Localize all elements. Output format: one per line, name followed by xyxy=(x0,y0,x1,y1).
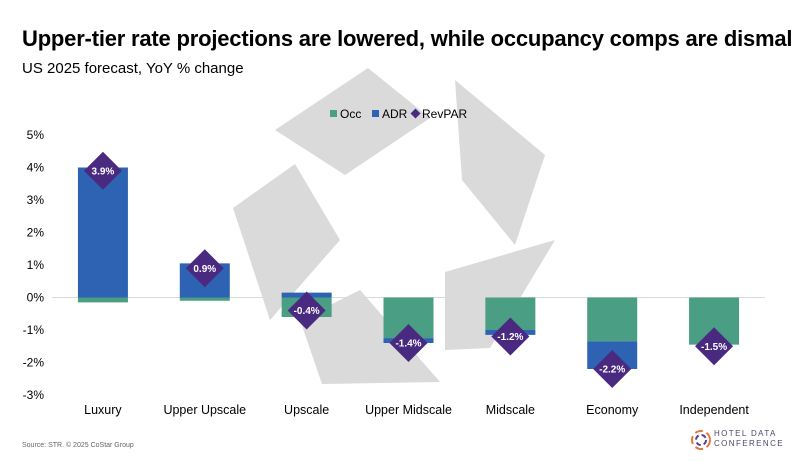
y-tick-label: -3% xyxy=(23,388,45,402)
y-tick-label: -1% xyxy=(23,323,45,337)
y-tick-label: 5% xyxy=(27,128,45,142)
y-tick-label: 1% xyxy=(27,258,45,272)
x-tick-label: Upper Midscale xyxy=(365,403,452,417)
revpar-markers: 3.9% 0.9% -0.4% -1.4% -1.2% -2.2% -1.5% xyxy=(83,151,734,388)
legend-label: RevPAR xyxy=(422,107,467,121)
revpar-data-label: -1.2% xyxy=(497,332,523,343)
brand-line-2: CONFERENCE xyxy=(714,439,785,448)
x-tick-label: Luxury xyxy=(84,403,122,417)
legend-swatch xyxy=(372,110,379,117)
revpar-data-label: 0.9% xyxy=(193,264,216,275)
x-tick-label: Economy xyxy=(586,403,639,417)
revpar-data-label: 3.9% xyxy=(92,166,115,177)
revpar-marker xyxy=(491,317,530,356)
x-tick-label: Upscale xyxy=(284,403,329,417)
watermark-logo xyxy=(233,68,555,384)
y-tick-label: 0% xyxy=(27,291,45,305)
source-note: Source: STR. © 2025 CoStar Group xyxy=(22,442,134,449)
y-tick-label: 3% xyxy=(27,193,45,207)
legend-swatch xyxy=(330,110,337,117)
revpar-data-label: -1.4% xyxy=(395,339,421,350)
brand-logo-icon xyxy=(691,430,711,450)
x-tick-label: Independent xyxy=(679,403,749,417)
y-axis: 5% 4% 3% 2% 1% 0% -1% -2% -3% xyxy=(23,128,45,402)
revpar-marker xyxy=(83,151,122,190)
revpar-data-label: -0.4% xyxy=(294,306,320,317)
revpar-marker xyxy=(389,324,428,362)
revpar-marker xyxy=(287,291,326,330)
brand-logo: HOTEL DATA CONFERENCE xyxy=(690,427,790,453)
chart-title: Upper-tier rate projections are lowered,… xyxy=(22,26,793,51)
x-tick-label: Upper Upscale xyxy=(163,403,246,417)
revpar-data-label: -1.5% xyxy=(701,342,727,353)
revpar-marker xyxy=(185,249,224,288)
occ-bar xyxy=(77,297,128,303)
revpar-marker xyxy=(593,350,632,388)
watermark-shape xyxy=(233,164,340,320)
y-tick-label: 4% xyxy=(27,161,45,175)
legend-label: ADR xyxy=(382,107,408,121)
chart-subtitle: US 2025 forecast, YoY % change xyxy=(22,60,244,77)
watermark-shape xyxy=(275,68,430,175)
watermark-shape xyxy=(445,240,555,350)
legend: Occ ADR RevPAR xyxy=(330,107,467,121)
occ-bar xyxy=(179,297,230,301)
x-axis: Luxury Upper Upscale Upscale Upper Midscale… xyxy=(84,403,749,417)
y-tick-label: -2% xyxy=(23,356,45,370)
brand-line-1: HOTEL DATA xyxy=(714,429,777,438)
occ-bar xyxy=(587,297,638,342)
y-tick-label: 2% xyxy=(27,226,45,240)
revpar-data-label: -2.2% xyxy=(599,365,625,376)
x-tick-label: Midscale xyxy=(486,403,535,417)
revpar-marker xyxy=(695,327,734,366)
legend-label: Occ xyxy=(340,107,361,121)
watermark-shape xyxy=(455,80,545,245)
legend-swatch xyxy=(410,108,421,119)
watermark-shape xyxy=(300,290,440,384)
